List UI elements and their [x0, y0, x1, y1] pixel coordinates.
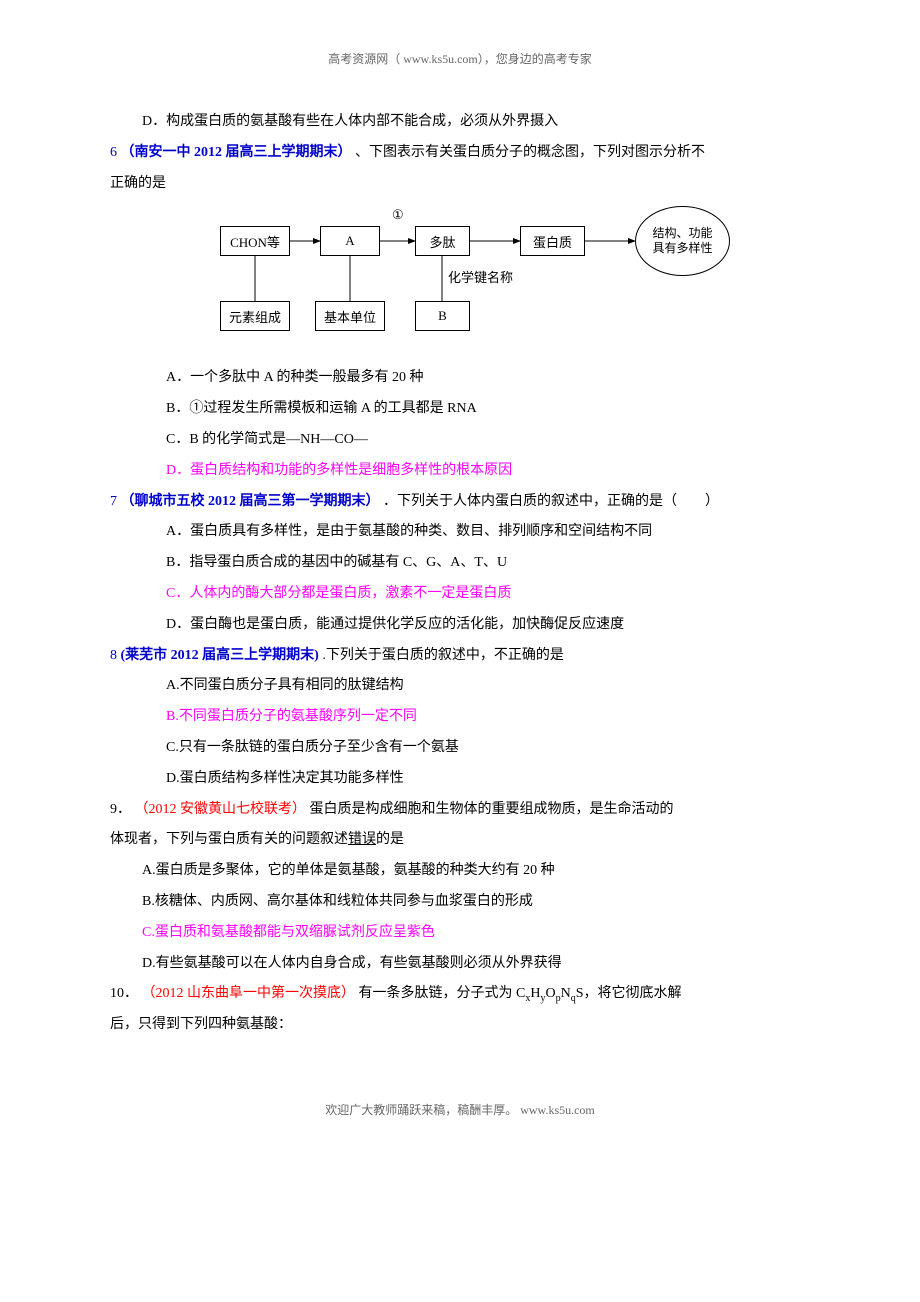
q6-diagram: ① CHON等 A 多肽 蛋白质 结构、功能 具有多样性 化学键名称 元素组成 …	[220, 211, 740, 351]
q10-o: O	[545, 986, 555, 1001]
q8-number: 8	[110, 648, 117, 663]
q8-source: (莱芜市 2012 届高三上学期期末)	[121, 648, 319, 663]
q9-stem-a: 蛋白质是构成细胞和生物体的重要组成物质，是生命活动的	[310, 802, 674, 817]
q9-number: 9．	[110, 802, 131, 817]
q6-option-b: B．①过程发生所需模板和运输 A 的工具都是 RNA	[110, 394, 810, 425]
q7-stem: 7 （聊城市五校 2012 届高三第一学期期末） ．下列关于人体内蛋白质的叙述中…	[110, 487, 810, 518]
diagram-box-duotai: 多肽	[415, 226, 470, 256]
q9-stem-line2: 体现者，下列与蛋白质有关的问题叙述错误的是	[110, 825, 810, 856]
diagram-label-1: ①	[392, 207, 404, 223]
q9-option-a: A.蛋白质是多聚体，它的单体是氨基酸，氨基酸的种类大约有 20 种	[110, 856, 810, 887]
q6-number: 6	[110, 145, 117, 160]
q9-stem-c: 的是	[376, 832, 404, 847]
diagram-box-protein: 蛋白质	[520, 226, 585, 256]
q9-option-c: C.蛋白质和氨基酸都能与双缩脲试剂反应呈紫色	[110, 918, 810, 949]
page-footer: 欢迎广大教师踊跃来稿，稿酬丰厚。 www.ks5u.com	[110, 1101, 810, 1118]
diagram-box-jiben: 基本单位	[315, 301, 385, 331]
q10-number: 10．	[110, 986, 138, 1001]
q9-option-b: B.核糖体、内质网、高尔基体和线粒体共同参与血浆蛋白的形成	[110, 887, 810, 918]
diagram-box-b: B	[415, 301, 470, 331]
q8-stem: 8 (莱芜市 2012 届高三上学期期末) .下列关于蛋白质的叙述中，不正确的是	[110, 641, 810, 672]
q8-option-a: A.不同蛋白质分子具有相同的肽键结构	[110, 671, 810, 702]
q10-n: N	[561, 986, 571, 1001]
diagram-circle: 结构、功能 具有多样性	[635, 206, 730, 276]
q8-option-b: B.不同蛋白质分子的氨基酸序列一定不同	[110, 702, 810, 733]
q6-option-a: A．一个多肽中 A 的种类一般最多有 20 种	[110, 363, 810, 394]
q7-option-a: A．蛋白质具有多样性，是由于氨基酸的种类、数目、排列顺序和空间结构不同	[110, 517, 810, 548]
page-header: 高考资源网（ www.ks5u.com），您身边的高考专家	[110, 50, 810, 67]
q9-err: 错误	[348, 832, 376, 847]
q10-source: （2012 山东曲阜一中第一次摸底）	[142, 986, 356, 1001]
q7-number: 7	[110, 494, 117, 509]
q6-stem-a: 、下图表示有关蛋白质分子的概念图，下列对图示分析不	[355, 145, 705, 160]
q5-option-d: D．构成蛋白质的氨基酸有些在人体内部不能合成，必须从外界摄入	[110, 107, 810, 138]
q7-option-c: C．人体内的酶大部分都是蛋白质，激素不一定是蛋白质	[110, 579, 810, 610]
q9-stem-b: 体现者，下列与蛋白质有关的问题叙述	[110, 832, 348, 847]
q6-stem-line2: 正确的是	[110, 169, 810, 200]
q8-option-d: D.蛋白质结构多样性决定其功能多样性	[110, 764, 810, 795]
q10-h: H	[530, 986, 540, 1001]
q6-stem-line1: 6 （南安一中 2012 届高三上学期期末） 、下图表示有关蛋白质分子的概念图，…	[110, 138, 810, 169]
q8-stem-text: .下列关于蛋白质的叙述中，不正确的是	[322, 648, 564, 663]
diagram-box-a: A	[320, 226, 380, 256]
q6-source: （南安一中 2012 届高三上学期期末）	[121, 145, 352, 160]
q8-option-c: C.只有一条肽链的蛋白质分子至少含有一个氨基	[110, 733, 810, 764]
q10-stem-a: 有一条多肽链，分子式为 C	[359, 986, 526, 1001]
q10-stem-line2: 后，只得到下列四种氨基酸：	[110, 1010, 810, 1041]
q7-stem-text: ．下列关于人体内蛋白质的叙述中，正确的是（ ）	[383, 494, 719, 509]
q6-option-d: D．蛋白质结构和功能的多样性是细胞多样性的根本原因	[110, 456, 810, 487]
q7-option-d: D．蛋白酶也是蛋白质，能通过提供化学反应的活化能，加快酶促反应速度	[110, 610, 810, 641]
q9-stem-line1: 9． （2012 安徽黄山七校联考） 蛋白质是构成细胞和生物体的重要组成物质，是…	[110, 795, 810, 826]
q10-s: S，将它彻底水解	[576, 986, 682, 1001]
diagram-box-yuansu: 元素组成	[220, 301, 290, 331]
q7-source: （聊城市五校 2012 届高三第一学期期末）	[121, 494, 380, 509]
q6-option-c: C．B 的化学简式是—NH—CO—	[110, 425, 810, 456]
q10-stem-line1: 10． （2012 山东曲阜一中第一次摸底） 有一条多肽链，分子式为 CxHyO…	[110, 979, 810, 1010]
q7-option-b: B．指导蛋白质合成的基因中的碱基有 C、G、A、T、U	[110, 548, 810, 579]
q9-option-d: D.有些氨基酸可以在人体内自身合成，有些氨基酸则必须从外界获得	[110, 949, 810, 980]
diagram-label-bond: 化学键名称	[448, 267, 513, 286]
diagram-box-chon: CHON等	[220, 226, 290, 256]
q9-source: （2012 安徽黄山七校联考）	[135, 802, 307, 817]
